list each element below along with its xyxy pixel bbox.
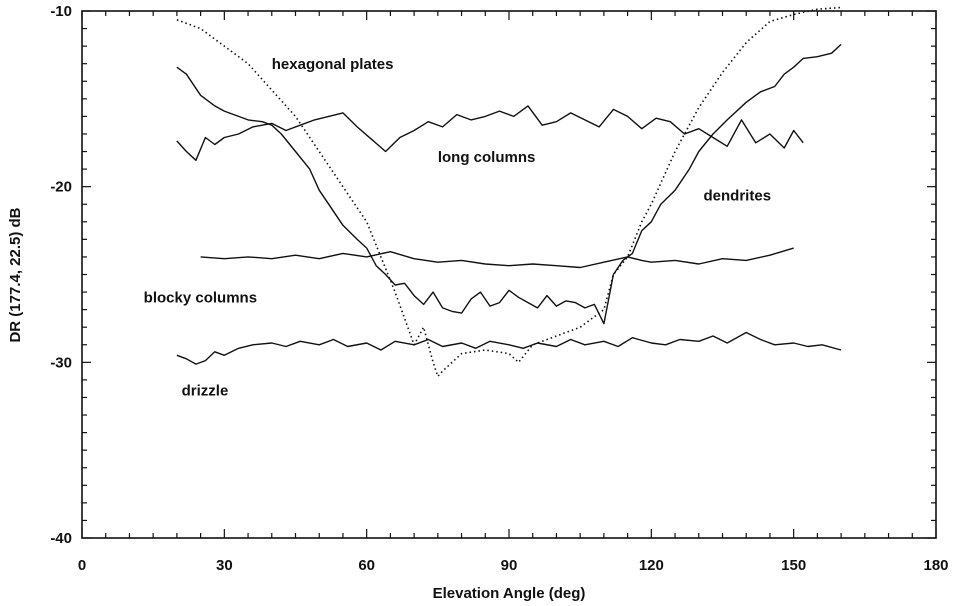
x-tick-label: 90: [501, 557, 518, 574]
x-axis-title: Elevation Angle (deg): [433, 585, 586, 602]
annotations: hexagonal plates long columns dendrites blo…: [144, 56, 771, 400]
series-line-3: [176, 105, 804, 162]
x-tick-label: 0: [78, 557, 86, 574]
axis-tick-labels: 0 30 60 90 120 150 180 -40 -30 -20 -10: [50, 3, 948, 574]
plot-frame: [81, 10, 937, 539]
y-axis-title: DR (177.4, 22.5) dB: [7, 207, 24, 342]
x-tick-label: 180: [923, 557, 948, 574]
series-line-5: [176, 331, 842, 365]
axis-ticks: [81, 10, 937, 539]
series-layer: [176, 6, 842, 378]
x-tick-label: 120: [639, 557, 664, 574]
annotation-label: blocky columns: [144, 290, 257, 307]
y-tick-label: -40: [50, 530, 72, 547]
x-tick-label: 150: [781, 557, 806, 574]
y-tick-label: -20: [50, 179, 72, 196]
annotation-label: drizzle: [182, 383, 229, 400]
x-tick-label: 30: [216, 557, 233, 574]
annotation-label: long columns: [438, 149, 536, 166]
series-line-2: [176, 43, 842, 325]
y-tick-label: -30: [50, 354, 72, 371]
series-line-4: [200, 247, 794, 269]
annotation-label: hexagonal plates: [272, 56, 394, 73]
annotation-label: dendrites: [704, 188, 772, 205]
y-tick-label: -10: [50, 3, 72, 20]
x-tick-label: 60: [358, 557, 375, 574]
